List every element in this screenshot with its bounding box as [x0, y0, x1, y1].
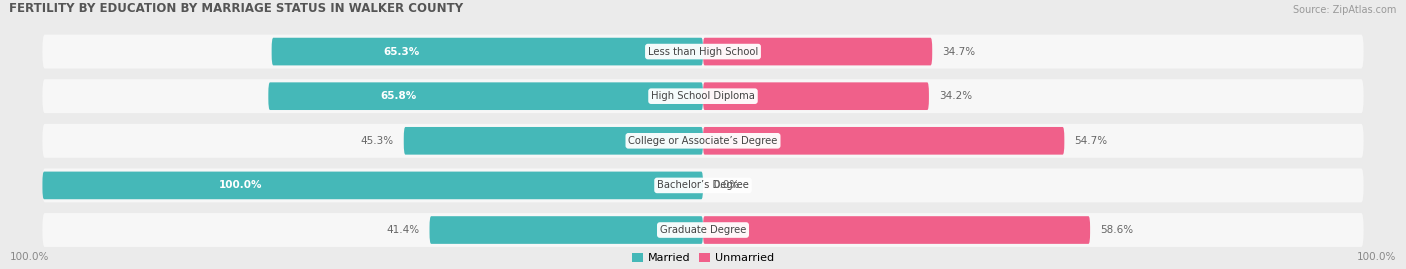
Text: Bachelor’s Degree: Bachelor’s Degree: [657, 180, 749, 190]
Text: FERTILITY BY EDUCATION BY MARRIAGE STATUS IN WALKER COUNTY: FERTILITY BY EDUCATION BY MARRIAGE STATU…: [10, 2, 464, 15]
Text: 65.8%: 65.8%: [381, 91, 416, 101]
Text: Graduate Degree: Graduate Degree: [659, 225, 747, 235]
FancyBboxPatch shape: [42, 168, 1364, 202]
FancyBboxPatch shape: [703, 82, 929, 110]
FancyBboxPatch shape: [269, 82, 703, 110]
Text: 45.3%: 45.3%: [361, 136, 394, 146]
FancyBboxPatch shape: [703, 216, 1090, 244]
Text: 100.0%: 100.0%: [219, 180, 263, 190]
Text: 65.3%: 65.3%: [382, 47, 419, 56]
Text: College or Associate’s Degree: College or Associate’s Degree: [628, 136, 778, 146]
Text: High School Diploma: High School Diploma: [651, 91, 755, 101]
Text: Source: ZipAtlas.com: Source: ZipAtlas.com: [1294, 5, 1396, 15]
FancyBboxPatch shape: [404, 127, 703, 155]
FancyBboxPatch shape: [42, 79, 1364, 113]
FancyBboxPatch shape: [271, 38, 703, 65]
FancyBboxPatch shape: [703, 127, 1064, 155]
Text: Less than High School: Less than High School: [648, 47, 758, 56]
Text: 54.7%: 54.7%: [1074, 136, 1108, 146]
Text: 100.0%: 100.0%: [10, 252, 49, 262]
Text: 34.7%: 34.7%: [942, 47, 976, 56]
FancyBboxPatch shape: [42, 35, 1364, 69]
Text: 100.0%: 100.0%: [1357, 252, 1396, 262]
FancyBboxPatch shape: [42, 124, 1364, 158]
FancyBboxPatch shape: [42, 213, 1364, 247]
FancyBboxPatch shape: [703, 38, 932, 65]
FancyBboxPatch shape: [42, 172, 703, 199]
Text: 41.4%: 41.4%: [387, 225, 419, 235]
Text: 0.0%: 0.0%: [713, 180, 740, 190]
Text: 58.6%: 58.6%: [1099, 225, 1133, 235]
Text: 34.2%: 34.2%: [939, 91, 972, 101]
Legend: Married, Unmarried: Married, Unmarried: [627, 249, 779, 268]
FancyBboxPatch shape: [429, 216, 703, 244]
